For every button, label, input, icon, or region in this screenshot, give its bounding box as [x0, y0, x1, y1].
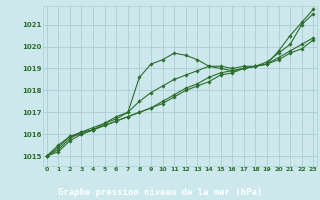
Text: Graphe pression niveau de la mer (hPa): Graphe pression niveau de la mer (hPa) [58, 188, 262, 197]
